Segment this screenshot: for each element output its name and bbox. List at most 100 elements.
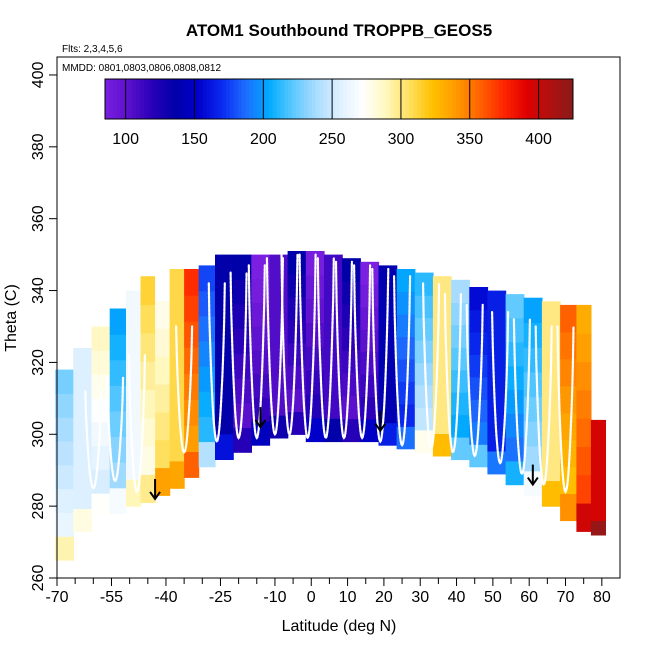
heatmap-cell [109, 410, 127, 438]
heatmap-cell [432, 410, 452, 434]
heatmap-cell [251, 326, 271, 351]
heatmap-cell [109, 385, 127, 412]
colorbar-segment [498, 79, 504, 119]
heatmap-cell [269, 323, 289, 347]
heatmap-cell [432, 298, 452, 322]
colorbar-segment [155, 79, 161, 119]
heatmap-cell [155, 272, 171, 301]
flight-profile [265, 257, 284, 437]
heatmap-cell [590, 463, 606, 478]
colorbar-segment [132, 79, 137, 119]
heatmap-cell [342, 349, 361, 374]
heatmap-cell [560, 412, 577, 441]
colorbar-segment [276, 79, 281, 119]
heatmap-cell [91, 493, 111, 518]
descent-arrow [254, 407, 267, 429]
colorbar-segment [210, 79, 215, 119]
colorbar-segment [409, 79, 414, 119]
heatmap-cell [469, 287, 489, 311]
y-tick-label: 400 [30, 62, 47, 89]
heatmap-cell [155, 300, 171, 329]
heatmap-cell [396, 291, 416, 315]
colorbar-segment [440, 79, 445, 119]
heatmap-cell [184, 399, 200, 426]
colorbar-segment [218, 79, 223, 119]
heatmap-cell [451, 414, 470, 438]
colorbar-segment [108, 79, 114, 119]
heatmap-cell [432, 343, 452, 367]
colorbar-segment [393, 79, 398, 119]
colorbar-segment [514, 79, 519, 119]
heatmap-cell [215, 382, 234, 409]
colorbar-segment [225, 79, 231, 119]
colorbar-segment [534, 79, 539, 119]
heatmap-cell [55, 536, 74, 561]
heatmap-cell [169, 460, 185, 489]
heatmap-cell [198, 315, 216, 342]
x-tick-label: 80 [593, 589, 611, 606]
colorbar-segment [456, 79, 461, 119]
heatmap-cell [576, 304, 592, 334]
colorbar-segment [128, 79, 133, 119]
heatmap-cell [414, 362, 434, 386]
descent-arrow [527, 464, 539, 487]
x-tick-label: -25 [209, 589, 232, 606]
heatmap-cell [55, 369, 74, 394]
heatmap-cell [590, 419, 606, 435]
flight-profile [334, 260, 353, 440]
x-tick-label: 10 [339, 589, 357, 606]
heatmap-cell [523, 347, 543, 373]
heatmap-cell [55, 417, 74, 442]
heatmap-cell [73, 462, 93, 487]
colorbar-segment [303, 79, 309, 119]
colorbar-segment [354, 79, 359, 119]
heatmap-cell [523, 322, 543, 348]
flight-profile [84, 390, 103, 490]
y-tick-label: 300 [30, 421, 47, 448]
heatmap-cell [505, 413, 525, 438]
colorbar-segment [241, 79, 246, 119]
colorbar-segment [362, 79, 367, 119]
heatmap-cell [73, 393, 93, 418]
colorbar-segment [561, 79, 566, 119]
heatmap-cell [155, 439, 171, 469]
colorbar-segment [417, 79, 422, 119]
arrow-head [254, 419, 267, 429]
heatmap-cell [155, 411, 171, 441]
colorbar-segment [140, 79, 145, 119]
colorbar-segment [206, 79, 211, 119]
arrow-head [149, 491, 161, 501]
heatmap-cell [91, 421, 111, 447]
colorbar-segment [136, 79, 141, 119]
heatmap-cell [469, 309, 489, 333]
heatmap-cell [251, 421, 271, 446]
heatmap-cell [140, 474, 156, 504]
heatmap-cell [469, 376, 489, 400]
colorbar-segment [159, 79, 164, 119]
heatmap-cell [184, 373, 200, 400]
colorbar-segment [186, 79, 192, 119]
heatmap-cell [91, 469, 111, 494]
colorbar-segment [432, 79, 437, 119]
flight-profile [491, 311, 510, 465]
heatmap-cell [73, 416, 93, 441]
heatmap-cell [91, 326, 111, 351]
heatmap-cell [269, 346, 289, 370]
colorbar-segment [370, 79, 375, 119]
heatmap-cell [140, 417, 156, 447]
heatmap-cell [576, 361, 592, 391]
colorbar-segment [288, 79, 293, 119]
colorbar-segment [151, 79, 157, 119]
colorbar-segment [163, 79, 168, 119]
colorbar-segment [526, 79, 531, 119]
colorbar-segment [420, 79, 426, 119]
y-axis-label: Theta (C) [3, 284, 20, 352]
heatmap-cell [155, 328, 171, 357]
colorbar-segment [487, 79, 492, 119]
colorbar-segment [502, 79, 508, 119]
colorbar-segment [120, 79, 125, 119]
colorbar-segment [436, 79, 441, 119]
flight-profile [443, 293, 462, 455]
dates-subtitle: MMDD: 0801,0803,0806,0808,0812 [62, 63, 221, 74]
